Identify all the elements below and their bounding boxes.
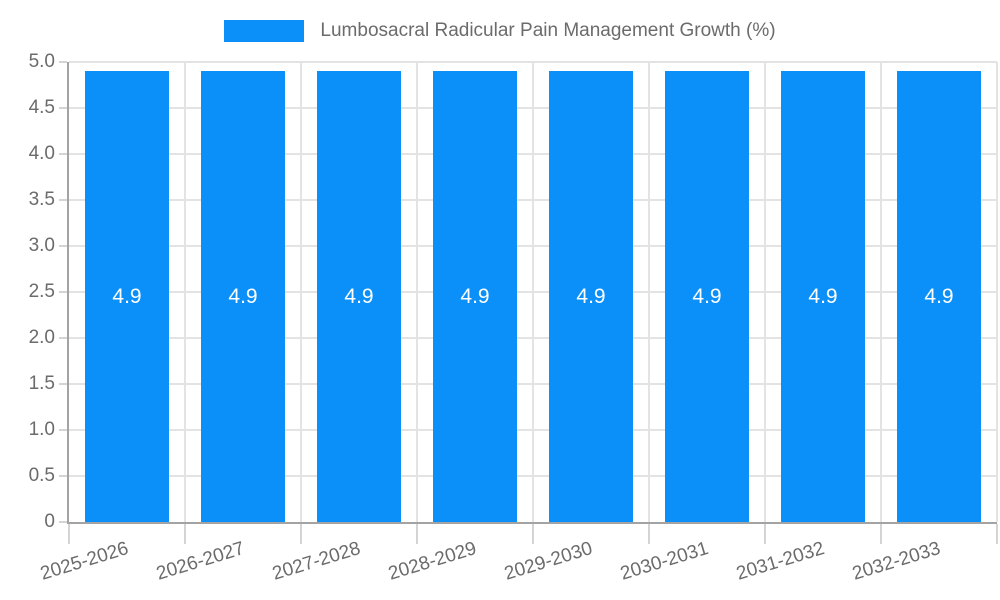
y-tick-label: 0: [44, 511, 55, 532]
bar[interactable]: 4.9: [665, 71, 749, 522]
x-tick-label: 2031-2032: [734, 538, 828, 585]
y-tick-mark: [59, 521, 67, 523]
x-tick-mark: [764, 524, 766, 544]
legend-swatch-icon: [224, 20, 305, 42]
y-tick-label: 1.5: [28, 373, 55, 394]
bar[interactable]: 4.9: [433, 71, 517, 522]
v-gridline: [416, 62, 418, 522]
x-tick-label: 2032-2033: [850, 538, 944, 585]
bar[interactable]: 4.9: [549, 71, 633, 522]
bar-value-label: 4.9: [808, 285, 838, 308]
x-tick-label: 2028-2029: [386, 538, 480, 585]
bar[interactable]: 4.9: [897, 71, 981, 522]
y-tick-label: 4.0: [28, 143, 55, 164]
x-tick-label: 2025-2026: [38, 538, 132, 585]
x-tick-label: 2030-2031: [618, 538, 712, 585]
bar-value-label: 4.9: [576, 285, 606, 308]
y-tick-mark: [59, 291, 67, 293]
y-tick-label: 2.0: [28, 327, 55, 348]
y-tick-label: 5.0: [28, 51, 55, 72]
y-tick-label: 3.5: [28, 189, 55, 210]
y-tick-mark: [59, 475, 67, 477]
plot-area: 4.9 4.9 4.9 4.9 4.9 4.9 4.9 4.9: [59, 61, 998, 544]
x-tick-mark: [68, 524, 70, 544]
v-gridline: [764, 62, 766, 522]
y-tick-label: 2.5: [28, 281, 55, 302]
x-tick-label: 2026-2027: [154, 538, 248, 585]
v-gridline: [648, 62, 650, 522]
x-tick-label: 2029-2030: [502, 538, 596, 585]
y-tick-label: 1.0: [28, 419, 55, 440]
bar[interactable]: 4.9: [317, 71, 401, 522]
bar[interactable]: 4.9: [781, 71, 865, 522]
y-tick-mark: [59, 153, 67, 155]
x-tick-label: 2027-2028: [270, 538, 364, 585]
chart-legend[interactable]: Lumbosacral Radicular Pain Management Gr…: [0, 20, 1000, 42]
y-tick-mark: [59, 107, 67, 109]
y-tick-label: 3.0: [28, 235, 55, 256]
y-tick-label: 4.5: [28, 97, 55, 118]
bar[interactable]: 4.9: [201, 71, 285, 522]
x-tick-mark: [532, 524, 534, 544]
x-tick-mark: [184, 524, 186, 544]
y-tick-mark: [59, 199, 67, 201]
x-tick-mark: [880, 524, 882, 544]
v-gridline: [184, 62, 186, 522]
bar-value-label: 4.9: [924, 285, 954, 308]
bar-value-label: 4.9: [692, 285, 722, 308]
bar-value-label: 4.9: [344, 285, 374, 308]
v-gridline: [880, 62, 882, 522]
x-tick-mark: [300, 524, 302, 544]
y-tick-mark: [59, 337, 67, 339]
bar-value-label: 4.9: [228, 285, 258, 308]
y-tick-mark: [59, 383, 67, 385]
bar-value-label: 4.9: [460, 285, 490, 308]
v-gridline: [532, 62, 534, 522]
legend-label: Lumbosacral Radicular Pain Management Gr…: [320, 20, 776, 41]
bar-value-label: 4.9: [112, 285, 142, 308]
y-tick-label: 0.5: [28, 465, 55, 486]
y-tick-mark: [59, 429, 67, 431]
x-tick-mark: [996, 524, 998, 544]
y-tick-mark: [59, 61, 67, 63]
v-gridline: [300, 62, 302, 522]
y-tick-mark: [59, 245, 67, 247]
bar[interactable]: 4.9: [85, 71, 169, 522]
x-tick-mark: [648, 524, 650, 544]
v-gridline: [996, 62, 998, 522]
x-tick-mark: [416, 524, 418, 544]
